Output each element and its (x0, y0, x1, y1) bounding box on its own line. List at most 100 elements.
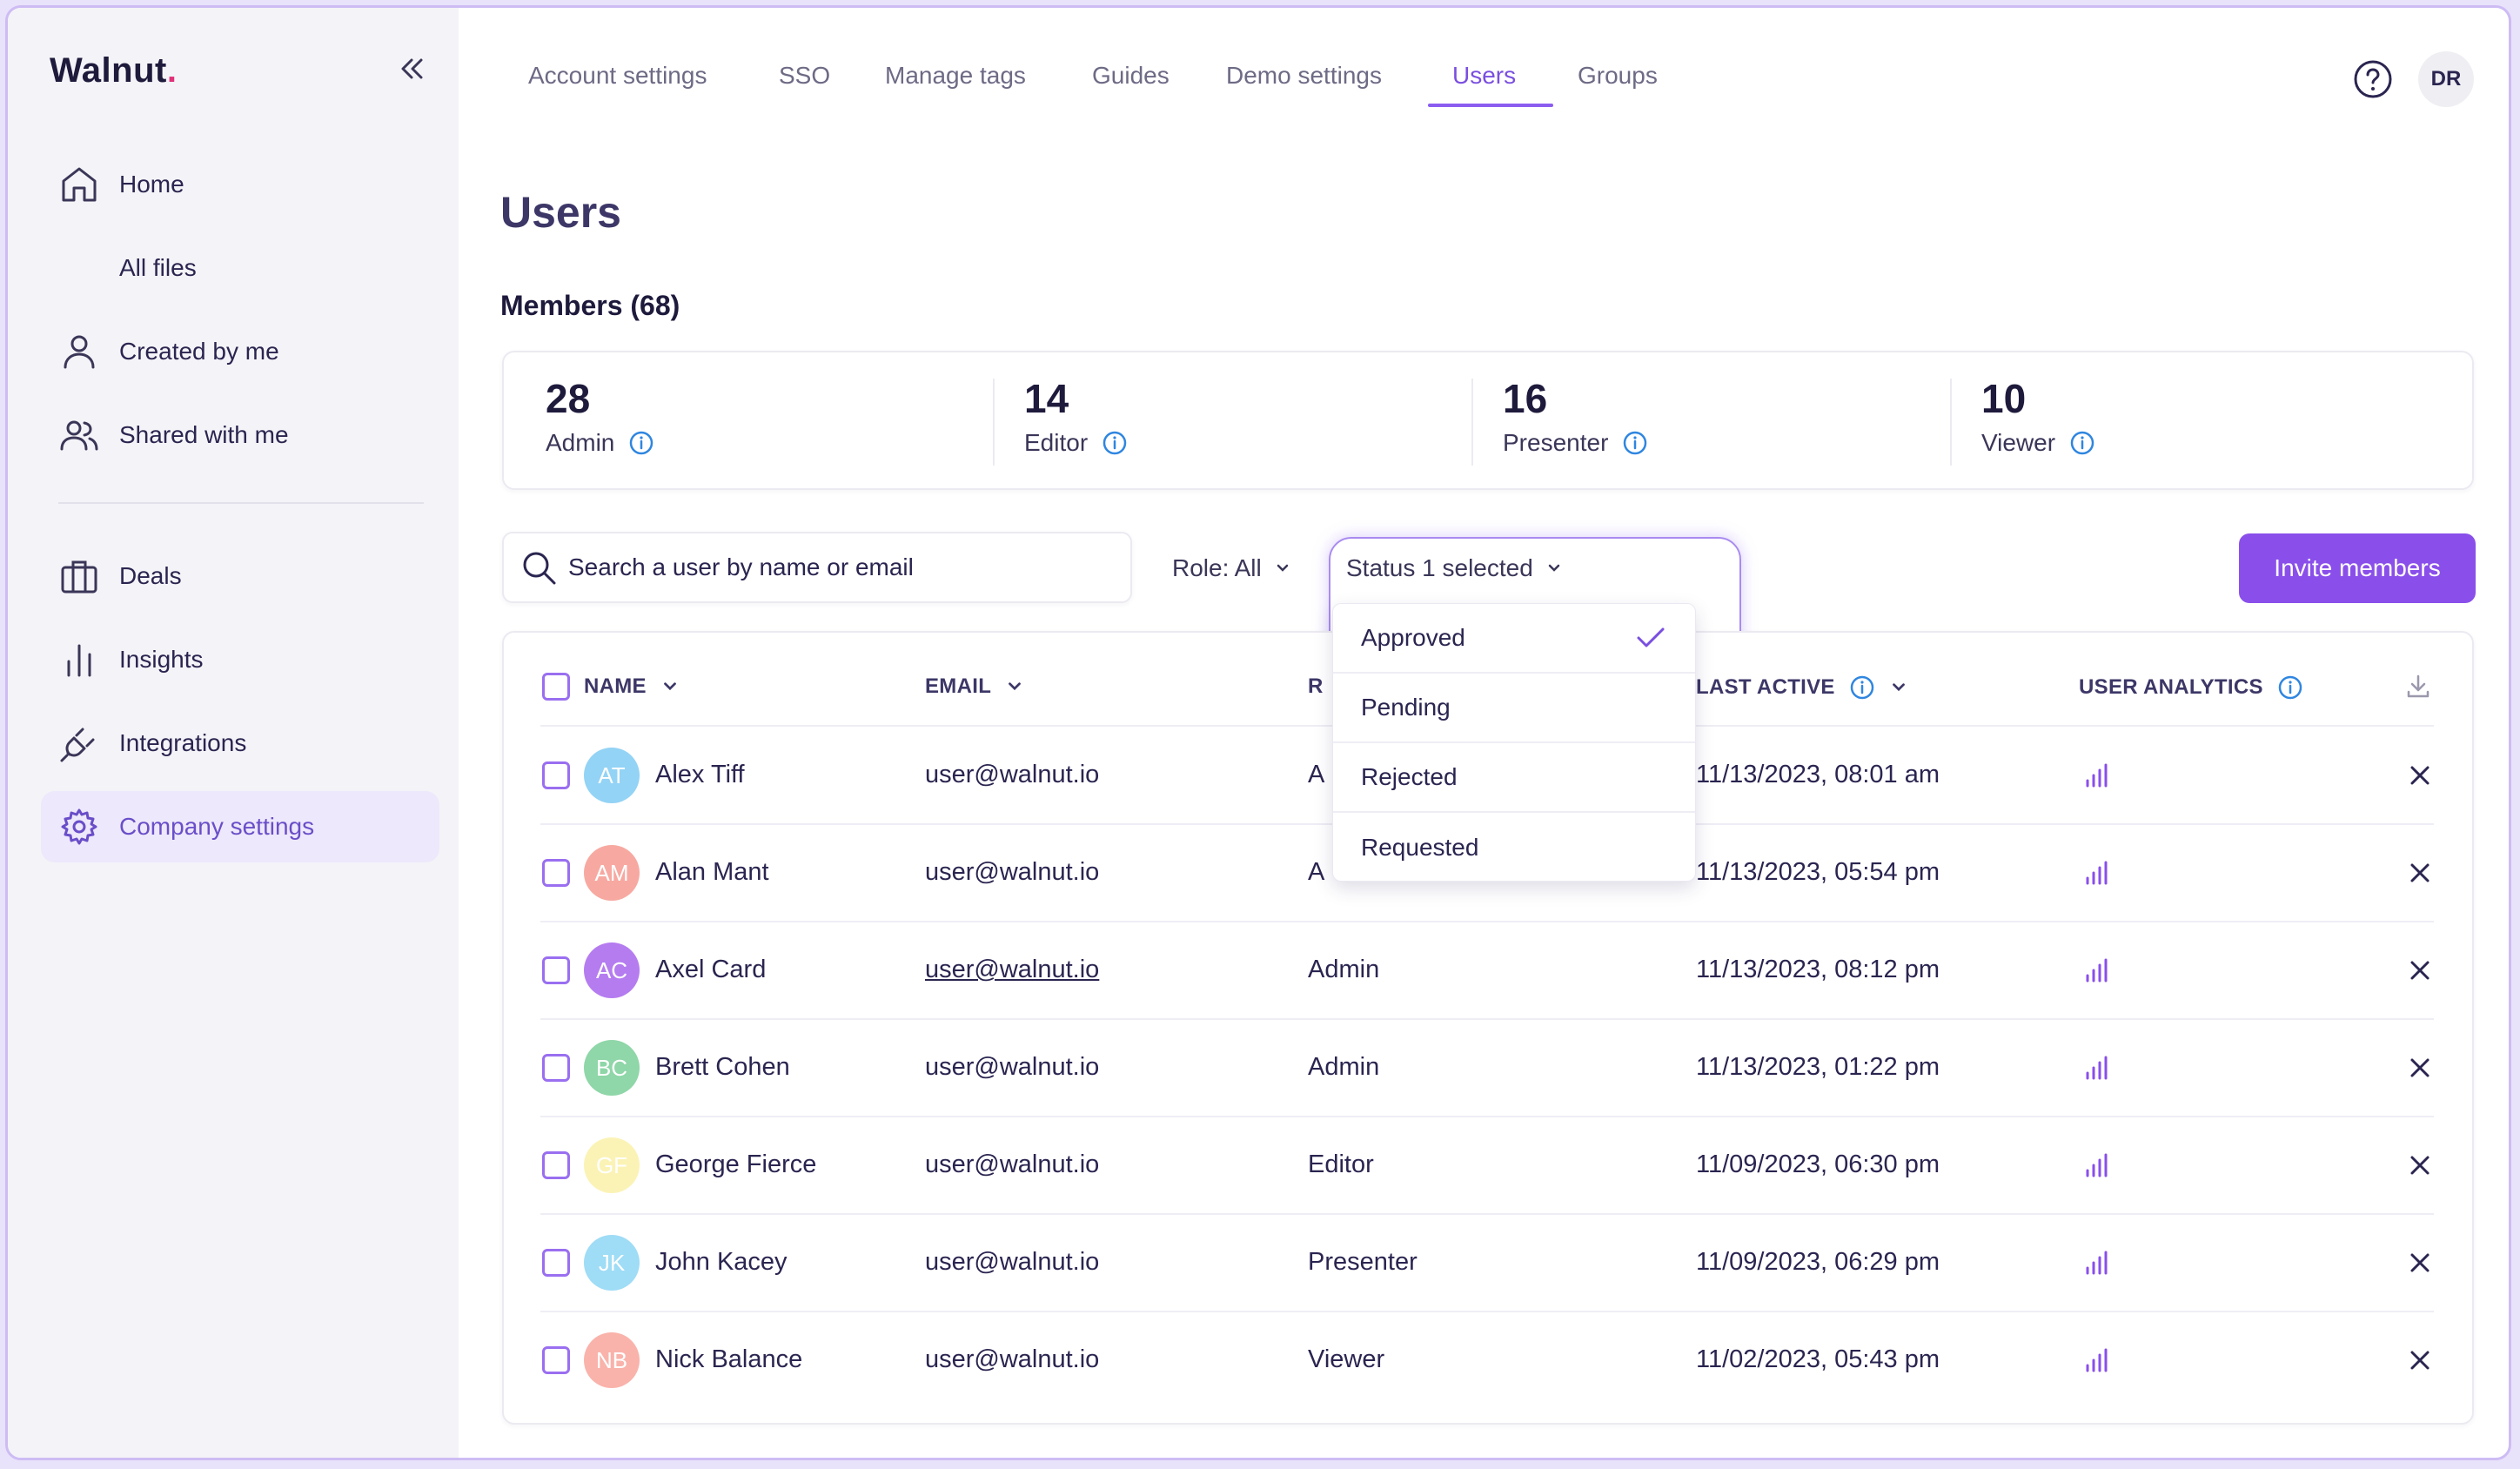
analytics-icon[interactable] (2082, 1054, 2110, 1082)
stat-value: 16 (1503, 376, 1548, 421)
chevron-down-icon (1548, 564, 1560, 572)
sidebar-item-created-by-me[interactable]: Created by me (41, 316, 439, 387)
search-icon (523, 552, 556, 585)
info-icon[interactable] (1849, 674, 1875, 701)
role-filter-dropdown[interactable]: Role: All (1172, 554, 1291, 582)
user-icon (64, 335, 95, 369)
stat-value: 28 (546, 376, 591, 421)
user-role: Editor (1308, 1150, 1374, 1178)
stat-viewer: 10 Viewer (1981, 375, 2095, 457)
search-placeholder: Search a user by name or email (568, 553, 914, 580)
remove-user-icon[interactable] (2408, 1348, 2432, 1372)
sidebar: Walnut. Home All files Created by me (8, 8, 459, 1458)
column-header-email[interactable]: EMAIL (925, 674, 1024, 699)
column-header-user-analytics: USER ANALYTICS (2079, 674, 2303, 701)
info-icon[interactable] (2277, 674, 2303, 701)
tab-account-settings[interactable]: Account settings (528, 62, 707, 89)
info-icon[interactable] (628, 430, 654, 456)
search-input[interactable]: Search a user by name or email (502, 532, 1132, 603)
status-option-requested[interactable]: Requested (1361, 834, 1479, 861)
row-checkbox[interactable] (542, 859, 570, 887)
sidebar-item-deals[interactable]: Deals (41, 540, 439, 612)
avatar: AC (584, 942, 640, 998)
stat-label: Viewer (1981, 429, 2056, 456)
select-all-checkbox[interactable] (542, 673, 570, 701)
sidebar-item-shared-with-me[interactable]: Shared with me (41, 399, 439, 471)
stat-label: Editor (1024, 429, 1089, 456)
info-icon[interactable] (2069, 430, 2095, 456)
sidebar-item-all-files[interactable]: All files (41, 232, 439, 304)
info-icon[interactable] (1622, 430, 1648, 456)
sidebar-item-label: Created by me (119, 338, 279, 365)
home-icon (62, 167, 97, 202)
users-icon (60, 420, 98, 451)
remove-user-icon[interactable] (2408, 1153, 2432, 1177)
check-icon (1637, 627, 1665, 647)
user-name: John Kacey (655, 1248, 788, 1276)
sidebar-item-home[interactable]: Home (41, 149, 439, 220)
analytics-icon[interactable] (2082, 956, 2110, 984)
chevron-down-icon (1009, 682, 1022, 691)
chevron-down-icon (664, 682, 676, 691)
row-checkbox[interactable] (542, 956, 570, 984)
analytics-icon[interactable] (2082, 1346, 2110, 1374)
avatar: GF (584, 1137, 640, 1193)
user-email: user@walnut.io (925, 1248, 1100, 1276)
row-checkbox[interactable] (542, 1151, 570, 1179)
remove-user-icon[interactable] (2408, 763, 2432, 788)
tab-groups[interactable]: Groups (1578, 62, 1658, 89)
row-checkbox[interactable] (542, 1054, 570, 1082)
collapse-sidebar-icon[interactable] (394, 51, 429, 86)
sidebar-item-integrations[interactable]: Integrations (41, 708, 439, 779)
status-option-rejected[interactable]: Rejected (1333, 743, 1695, 813)
user-name: Nick Balance (655, 1345, 803, 1373)
analytics-icon[interactable] (2082, 761, 2110, 789)
row-checkbox[interactable] (542, 1346, 570, 1374)
column-header-role[interactable]: R (1308, 674, 1324, 698)
tab-guides[interactable]: Guides (1092, 62, 1170, 89)
app-window: Walnut. Home All files Created by me (5, 5, 2511, 1460)
remove-user-icon[interactable] (2408, 958, 2432, 983)
user-avatar[interactable]: DR (2418, 51, 2474, 107)
status-filter-label: Status 1 selected (1346, 554, 1533, 581)
user-email: user@walnut.io (925, 858, 1100, 886)
status-option-pending[interactable]: Pending (1333, 674, 1695, 743)
role-stats-card: 28 Admin 14 Editor 16 Presenter 10 Viewe… (502, 351, 2474, 490)
column-header-name[interactable]: NAME (584, 674, 680, 699)
briefcase-icon (61, 560, 97, 594)
analytics-icon[interactable] (2082, 1151, 2110, 1179)
tab-manage-tags[interactable]: Manage tags (885, 62, 1026, 89)
tab-users[interactable]: Users (1452, 62, 1517, 89)
info-icon[interactable] (1102, 430, 1128, 456)
user-role: Admin (1308, 1053, 1380, 1081)
analytics-icon[interactable] (2082, 859, 2110, 887)
invite-members-button[interactable]: Invite members (2239, 533, 2476, 603)
tab-sso[interactable]: SSO (779, 62, 831, 89)
remove-user-icon[interactable] (2408, 1251, 2432, 1275)
avatar: AT (584, 748, 640, 803)
analytics-icon[interactable] (2082, 1249, 2110, 1277)
user-last-active: 11/13/2023, 05:54 pm (1696, 858, 1940, 886)
sidebar-item-insights[interactable]: Insights (41, 624, 439, 695)
remove-user-icon[interactable] (2408, 861, 2432, 885)
row-checkbox[interactable] (542, 761, 570, 789)
tab-demo-settings[interactable]: Demo settings (1226, 62, 1382, 89)
user-email[interactable]: user@walnut.io (925, 956, 1100, 983)
user-last-active: 11/13/2023, 08:12 pm (1696, 956, 1940, 983)
user-last-active: 11/09/2023, 06:30 pm (1696, 1150, 1940, 1178)
column-header-last-active[interactable]: LAST ACTIVE (1696, 674, 1908, 701)
row-checkbox[interactable] (542, 1249, 570, 1277)
status-option-approved[interactable]: Approved (1333, 604, 1695, 674)
walnut-logo[interactable]: Walnut. (50, 51, 178, 90)
stat-label: Admin (546, 429, 615, 456)
user-last-active: 11/13/2023, 08:01 am (1696, 761, 1940, 788)
members-count-title: Members (68) (500, 290, 680, 321)
plug-icon (60, 728, 95, 762)
help-icon[interactable] (2352, 58, 2394, 100)
user-role: A (1308, 858, 1325, 886)
role-filter-label: Role: All (1172, 554, 1262, 581)
sidebar-item-company-settings[interactable]: Company settings (41, 791, 439, 862)
download-icon[interactable] (2404, 673, 2432, 701)
status-filter-dropdown[interactable]: Status 1 selected (1346, 554, 1563, 582)
remove-user-icon[interactable] (2408, 1056, 2432, 1080)
